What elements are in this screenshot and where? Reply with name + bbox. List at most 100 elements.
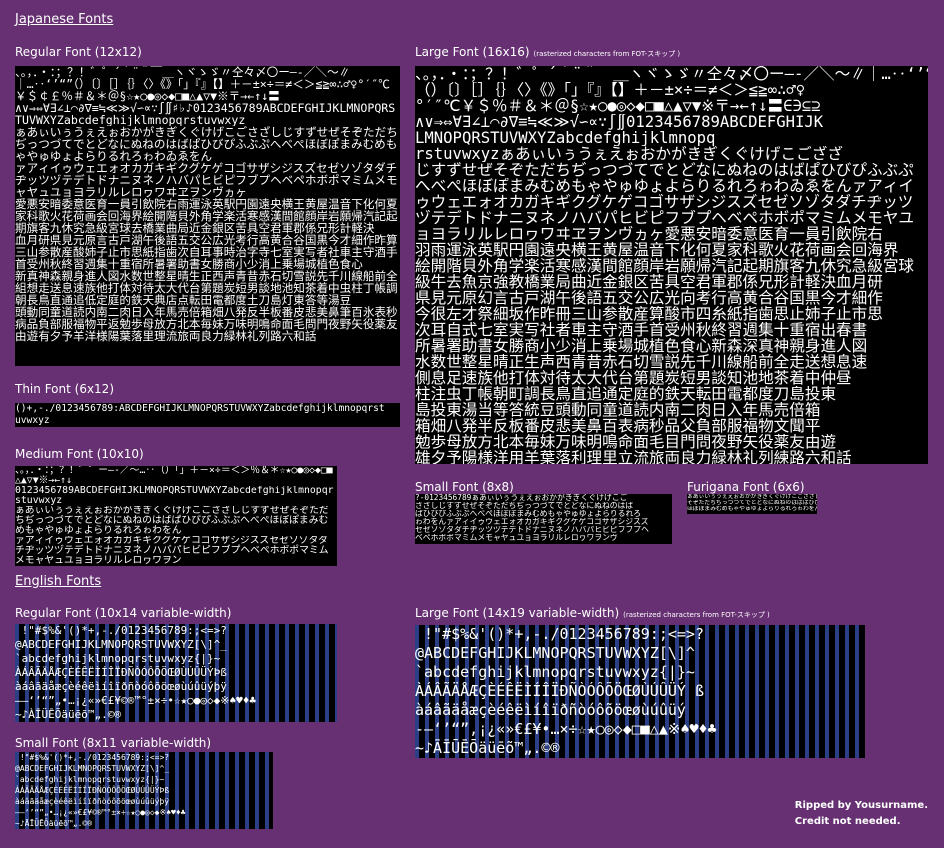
glyph-row: ∧∨⇒⇔∀∃∠⊥⌒∂∇≡≒≪≫√∽∝∵∫∬♯♭♪0123456789ABCDEF… [15, 102, 396, 126]
en-regular-font-sheet: !"#$%&'()*+,-./0123456789:;<=>? @ABCDEFGH… [15, 624, 337, 722]
english-fonts-heading: English Fonts [15, 574, 102, 589]
jp-regular-font-label-text: Regular Font (12x12) [15, 45, 142, 59]
glyph-row: ぱひびぴふぶぷへべぺほぼぽまみむめもゃやゅゆょよらりるれろ [415, 510, 642, 518]
glyph-row: !"#$%&'()*+,-./0123456789:;<=>? [15, 753, 170, 762]
jp-small-font-sheet: ?-0123456789ぁあぃいぅうぇえぉおかがきぎくぐけげこご さざしじすずせぜ… [415, 494, 672, 544]
glyph-row: 、。，．・：；？！゛゜´｀¨＾￣＿ヽヾゝゞ〃仝々〆〇ー―‐／＼～∥｜…‥‘’“”… [15, 66, 390, 102]
glyph-row: rstuvwxyzぁあぃいぅうぇえぉおかがきぎくぐけげこござざ [415, 146, 843, 162]
jp-thin-font-label-text: Thin Font (6x12) [15, 382, 114, 396]
glyph-row: ベペホボポマミムメモャヤュユョヨラリルレロヮワヲンヴ [415, 534, 618, 542]
glyph-row: 雄夕予陽様洋用羊葉落利理里立流旅両良力緑林礼列練路六和話 [415, 450, 852, 464]
glyph-row: 県見元原幻言古戸湖午後語五交公広光向考行高黄合谷国黒今才細作 [415, 290, 883, 306]
glyph-row: uvwxyz [15, 415, 50, 426]
glyph-row: 羽雨運泳英駅円園遠央横王黄屋温音下化何夏家科歌火花荷画会回海界 [415, 242, 899, 258]
en-large-font-sheet: !"#$%&'()*+,-./0123456789:;<=>? @ABCDEFGH… [415, 625, 865, 758]
en-small-font-label-text: Small Font (8x11 variable-width) [15, 736, 212, 750]
glyph-row: ~♪ĀĪŪĒŌäüēõ™„.©® [15, 819, 93, 828]
glyph-row: 島投東湯当等答統豆頭動同童道読内南二肉日入年馬売倍箱 [415, 402, 821, 418]
glyph-row: 0123456789ABCDEFGHIJKLMNOPQRSTUVWXYZabcd… [15, 486, 334, 506]
en-large-font-label-text: Large Font (14x19 variable-width) [415, 606, 620, 620]
glyph-row: ÀÁÂÃÄÅÆÇÈÉÊËÌÍÎÏÐÑÒÓÔÕÖŒØÙÚÛÜÝ ß [415, 682, 704, 700]
glyph-row: LMNOPQRSTUVWXYZabcdefghijklmnopq [415, 130, 716, 146]
glyph-row: 愛悪安暗委意医育一員引飲院右雨運泳英駅円園遠央横王黄屋温音下化何夏家科歌火花荷画… [15, 198, 398, 234]
glyph-row: àáâãäåæçèéêëìíîïðñòóôõöœøùúûüýþÿ [15, 797, 170, 806]
glyph-row: 柱注虫丁帳朝町調長鳥直追通定庭的鉄天転田電都度刀島投東 [415, 386, 837, 402]
credit-line-1: Ripped by Yousurname. [794, 800, 928, 811]
glyph-row: 血月研県見元原言古戸湖午後語五交公広光考行高黄合谷国黒今才細作昨算三山参散産酸姉… [15, 234, 398, 270]
glyph-row: 箱畑八発半反板番皮悲美鼻百表病秒品父負部服福物文聞平 [415, 418, 821, 434]
glyph-row: 絵開階貝外角学楽活寒感漢間館顔岸岩願帰汽記起期旗客九休究急級宮球 [415, 258, 915, 274]
glyph-row: ァアィイゥウェエォオカガキギクグケゲコゴサザシジスズセゼソゾタダチヂッツヅテデト… [15, 536, 329, 566]
glyph-row: ぁあぃいぅうぇえぉおかがきぎくぐけげこごさざしじすずせぜそぞただちぢっつづてでと… [15, 126, 398, 162]
glyph-row: ∧∨⇒⇔∀∃∠⊥⌒∂∇≡≒≪≫√∽∝∵∫∬0123456789ABCDEFGHI… [415, 114, 824, 130]
en-regular-font-label-text: Regular Font (10x14 variable-width) [15, 606, 232, 620]
credit-text: Ripped by Yousurname. Credit not needed. [795, 798, 928, 830]
glyph-row: `abcdefghijklmnopqrstuvwxyz{|}~ [415, 663, 695, 681]
jp-regular-font-sheet: 、。，．・：；？！゛゜´｀¨＾￣＿ヽヾゝゞ〃仝々〆〇ー―‐／＼～∥｜…‥‘’“”… [15, 66, 400, 366]
jp-small-font-label: Small Font (8x8) [415, 480, 514, 494]
glyph-row: @ABCDEFGHIJKLMNOPQRSTUVWXYZ[\]^_ [15, 638, 227, 651]
jp-medium-font-label-text: Medium Font (10x10) [15, 447, 144, 461]
glyph-row: 側息足速族他打体対待太大代台第題炭短男談知池地茶着中仲昼 [415, 370, 852, 386]
jp-small-font-label-text: Small Font (8x8) [415, 480, 514, 494]
glyph-row: 、。，．・：；？！゛゜ー―‐／～…‥（）「」＋－×÷＝＜＞％＆＊☆★○●◎◇◆□… [15, 466, 333, 486]
glyph-row: ~♪ĀĪŪĒŌäüēõ™„.©® [415, 739, 560, 757]
glyph-row: !"#$%&'()*+,-./0123456789:;<=>? [415, 625, 704, 643]
glyph-row: じすずせぜそぞただちぢっつづてでとどなにぬねのはばぱひびぴふぶぷ [415, 162, 914, 178]
glyph-row: °′″℃￥＄％＃＆＊＠§☆★○●◎◇◆□■△▲▽▼※〒→←↑↓〓∈∋⊆⊇ [415, 98, 821, 114]
jp-large-font-label-text: Large Font (16x16) [415, 45, 530, 59]
glyph-row: ァアィイゥウェエォオカガキギクグケゲコゴサザシジスズセゼソゾタダチヂッツヅテデト… [15, 162, 398, 198]
glyph-row: さざしじすずせぜそぞただちぢっつづてでとどなにぬねのはば [415, 502, 634, 510]
glyph-row: @ABCDEFGHIJKLMNOPQRSTUVWXYZ[\]^_ [15, 764, 170, 773]
glyph-row: ?-0123456789ぁあぃいぅうぇえぉおかがきぎくぐけげこご [415, 494, 628, 502]
glyph-row: セゼソゾタダチヂッツヅテデトドナニヌネノハバパヒビピフブプヘ [415, 526, 649, 534]
glyph-row: ヅテデトドナニヌネノハバパヒビピフブプヘベペホボポマミムメモヤユ [415, 210, 915, 226]
glyph-row: 勉歩母放方北本毎妹万味明鳴命面毛目門問夜野矢役薬友由遊 [415, 434, 837, 450]
jp-medium-font-sheet: 、。，．・：；？！゛゜ー―‐／～…‥（）「」＋－×÷＝＜＞％＆＊☆★○●◎◇◆□… [15, 466, 337, 566]
glyph-row: –—‘’“”„•…¡¿«»€£¥©®™°±×÷☆★○●◎◇◆※♠♥♦♣ [15, 808, 186, 817]
glyph-row: 級牛去魚京強教橋業局曲近金銀区苦具空君軍郡係兄形計軽決血月研 [415, 274, 883, 290]
en-regular-font-label: Regular Font (10x14 variable-width) [15, 606, 231, 620]
jp-furigana-font-label: Furigana Font (6x6) [687, 480, 805, 494]
glyph-row: ゎわをんァアィイゥウェエォオカガキギクグケゲコゴサザシジスズ [415, 518, 649, 526]
glyph-row: ぁあぃいぅうぇえぉおかがきぎくぐけげこごさざしじすずせぜそぞただちぢっつづてでと… [15, 506, 329, 536]
glyph-row: ()+,-./0123456789:ABCDEFGHIJKLMNOPQRSTUV… [15, 403, 385, 414]
en-small-font-label: Small Font (8x11 variable-width) [15, 736, 211, 750]
glyph-row: @ABCDEFGHIJKLMNOPQRSTUVWXYZ[\]^ [415, 644, 695, 662]
glyph-row: ‐—‘’“”‚¡¿«»€£¥•…×÷☆★○◎◇◆□■△▲※♠♥♦♣ [415, 720, 717, 738]
jp-regular-font-label: Regular Font (12x12) [15, 45, 142, 59]
glyph-row: àáâãäåæçèéêëìíîïðñòóôõöœøùúûüýþÿ [15, 680, 227, 693]
en-large-font-note: (rasterized characters from FOT-スキップ ) [623, 611, 770, 619]
japanese-fonts-heading: Japanese Fonts [15, 12, 114, 27]
jp-furigana-font-label-text: Furigana Font (6x6) [687, 480, 805, 494]
glyph-row: 頭動同童道読内南二肉日入年馬売倍箱畑八発反半板番皮悲美鼻筆百氷表秒病品負部服福物… [15, 306, 398, 342]
glyph-row: 水数世整星晴正生声西青昔赤石切雪説先千川線船前全走送想息速 [415, 354, 868, 370]
glyph-row: 新真神森親身進人図水数世整星晴生正西声青昔赤石切雪説先千川線船前全組想走送息速族… [15, 270, 398, 306]
glyph-row: へべぺほぼぽまみむめもゃやゅゆょよらりるれろゎわゐゑをんァアィイ [415, 178, 915, 194]
glyph-row: そぞただちぢっつづてでとどなにぬねのはばぱひびぴふぶぷへべぺ [687, 500, 817, 506]
glyph-row: `abcdefghijklmnopqrstuvwxyz{|}~ [15, 652, 221, 665]
jp-thin-font-sheet: ()+,-./0123456789:ABCDEFGHIJKLMNOPQRSTUV… [15, 403, 400, 427]
glyph-row: !"#$%&'()*+,-./0123456789:;<=>? [15, 624, 227, 637]
glyph-row: （）〔〕［］｛｝〈〉《》「」『』【】＋－±×÷＝≠＜＞≦≧∞∴♂♀ [415, 82, 806, 98]
jp-furigana-font-sheet: ぁあぃいぅうぇえぉおかがきぎくぐけげこごさざしじすずせぜそぞただちぢっつづてでと… [687, 494, 817, 514]
glyph-row: ぁあぃいぅうぇえぉおかがきぎくぐけげこごさざしじすずせぜ [687, 494, 817, 500]
glyph-row: ~♪ÀĪÜĒÕäüēõ™„.©® [15, 708, 121, 721]
glyph-row: ÀÁÂÃÄÅÆÇÈÉÊËÌÍÎÏÐÑÒÓÔÕÖŒØÙÚÛÜÝÞß [15, 786, 170, 795]
glyph-row: `abcdefghijklmnopqrstuvwxyz{|}~ [15, 775, 165, 784]
glyph-row: ÀÁÂÃÄÅÆÇÈÉÊËÌÍÎÏÐÑÒÓÔÕÖŒØÙÚÛÜÝÞß [15, 666, 227, 679]
en-small-font-sheet: !"#$%&'()*+,-./0123456789:;<=>? @ABCDEFGH… [15, 752, 273, 829]
credit-line-2: Credit not needed. [794, 816, 901, 827]
glyph-row: ョヨラリルレロヮワヰヱヲンヴヵヶ愛悪安暗委意医育一員引飲院右 [415, 226, 883, 242]
glyph-row: –—‘’“”„•…¡¿«»€£¥©®™°±×÷•☆★○●◎◇◆※♠♥♦♣ [15, 694, 257, 707]
jp-large-font-sheet: 、。，．・：；？！゛゜´｀¨＾￣＿ヽヾゝゞ〃仝々〆〇ー―‐／＼～∥｜…‥‘’“”… [415, 66, 928, 464]
glyph-row: 所暑署助書女勝商小少消上乗場城植色食心新森深真神親身進人図 [415, 338, 868, 354]
glyph-row: ゥウェエォオカガキギクグケゲコゴサザシジスズセゼソゾタダチヂッツ [415, 194, 914, 210]
jp-large-font-note: (rasterized characters from FOT-スキップ ) [533, 50, 681, 58]
glyph-row: 、。，．・：；？！゛゜´｀¨＾￣＿ヽヾゝゞ〃仝々〆〇ー―‐／＼～∥｜…‥‘’“” [415, 66, 928, 82]
jp-thin-font-label: Thin Font (6x12) [15, 382, 114, 396]
glyph-row: 今很左才祭細坂作昨冊三山参散産算酸市四糸紙指歯思止姉子止市思 [415, 306, 883, 322]
jp-large-font-label: Large Font (16x16) (rasterized characters… [415, 45, 680, 59]
glyph-row: àáâãäåæçèéêëìíîïðñòóôõöœøùúûüý [415, 701, 686, 719]
